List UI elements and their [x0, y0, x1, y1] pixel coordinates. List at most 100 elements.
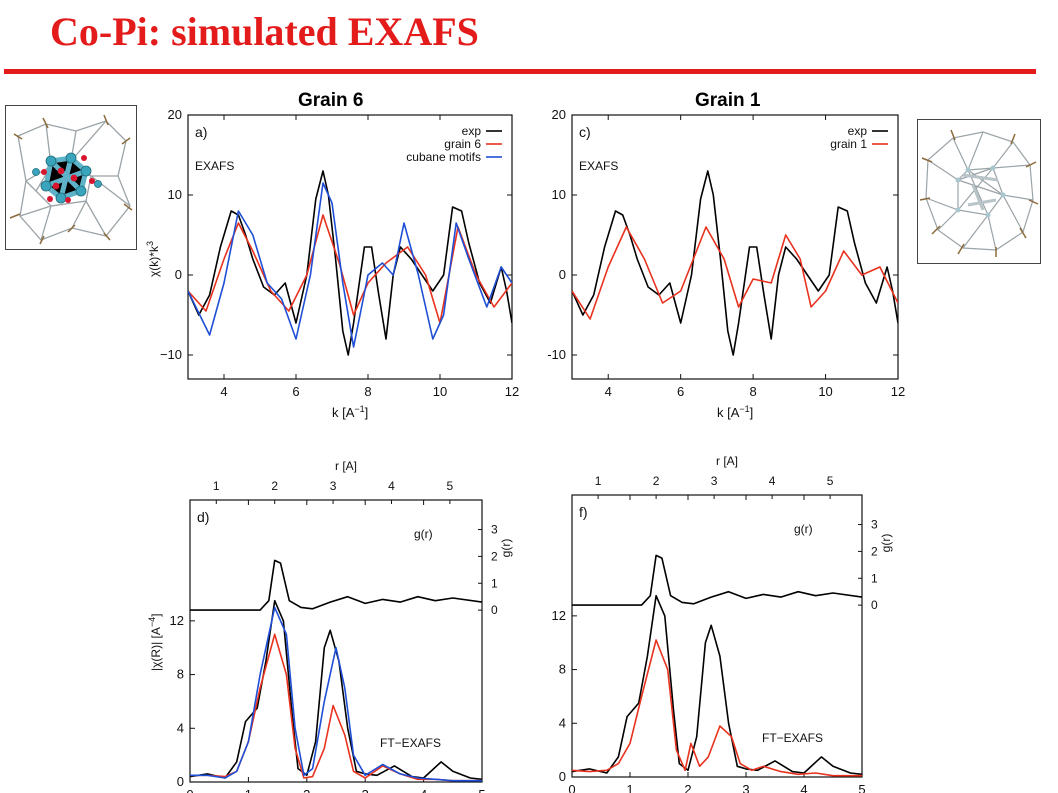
top-x-tick-label: 4 [388, 479, 395, 493]
x-tick-label: 1 [245, 787, 252, 793]
title-underline [4, 69, 1036, 74]
y-tick-label: 0 [177, 774, 184, 789]
series-line-cubane-motifs [190, 606, 482, 782]
panel-label: a) [195, 124, 207, 140]
y-tick-label: 0 [175, 267, 182, 282]
plot-frame [189, 499, 483, 783]
legend-label-grain-6: grain 6 [444, 137, 481, 151]
x-tick-label: 0 [186, 787, 193, 793]
series-line-grain-6 [190, 633, 482, 782]
right-y-axis-label: g(r) [879, 534, 893, 553]
top-x-tick-label: 4 [769, 474, 776, 488]
series-line-g-r [190, 559, 482, 611]
right-y-tick-label: 0 [871, 598, 878, 612]
y-tick-label: 10 [552, 187, 566, 202]
plot-frame [187, 114, 513, 380]
y-tick-label: 8 [177, 667, 184, 682]
right-y-tick-label: 1 [491, 576, 498, 590]
y-tick-label: 0 [559, 267, 566, 282]
top-x-tick-label: 5 [827, 474, 834, 488]
right-y-tick-label: 0 [491, 603, 498, 617]
series-line-grain-1 [572, 226, 898, 320]
slide-title: Co-Pi: simulated EXAFS [50, 9, 479, 54]
top-x-tick-label: 5 [447, 479, 454, 493]
y-tick-label: 20 [552, 107, 566, 122]
series-line-cubane-motifs [188, 182, 512, 348]
x-axis-label: k [A−1] [332, 404, 368, 420]
plot-frame [571, 494, 863, 778]
annotation-label: FT−EXAFS [762, 731, 823, 745]
gr-inset-label: g(r) [794, 522, 813, 536]
x-tick-label: 12 [505, 384, 519, 399]
annotation-label: EXAFS [195, 159, 234, 173]
right-y-tick-label: 2 [871, 544, 878, 558]
x-tick-label: 6 [677, 384, 684, 399]
top-x-axis-label: r [A] [716, 454, 738, 468]
x-tick-label: 5 [478, 787, 485, 793]
annotation-label: FT−EXAFS [380, 736, 441, 750]
grain-6-molecule-image [5, 105, 137, 250]
x-tick-label: 4 [800, 782, 807, 793]
top-x-tick-label: 3 [330, 479, 337, 493]
grain-1-molecule-image [917, 119, 1041, 264]
x-axis-label: k [A−1] [717, 404, 753, 420]
gr-inset-label: g(r) [414, 527, 433, 541]
x-tick-label: 8 [749, 384, 756, 399]
x-tick-label: 10 [433, 384, 447, 399]
x-tick-label: 3 [362, 787, 369, 793]
legend-label-grain-1: grain 1 [830, 137, 867, 151]
plot-frame [571, 114, 899, 380]
right-y-tick-label: 3 [871, 518, 878, 532]
top-x-tick-label: 1 [595, 474, 602, 488]
y-tick-label: −10 [160, 347, 182, 362]
y-tick-label: 8 [559, 662, 566, 677]
y-axis-label: |χ(R)| [A−4] [147, 614, 163, 671]
grain-1-label: Grain 1 [695, 90, 761, 111]
top-x-tick-label: 2 [653, 474, 660, 488]
y-tick-label: -10 [547, 347, 566, 362]
x-tick-label: 4 [420, 787, 427, 793]
top-x-tick-label: 3 [711, 474, 718, 488]
exafs-chart-grain-6: 4 6 8 10 12 −10 0 10 20 a) EXAFS k [A−1] χ(k)*k3 expg… [145, 107, 519, 420]
panel-label: d) [197, 509, 209, 525]
top-x-tick-label: 2 [271, 479, 278, 493]
right-y-tick-label: 1 [871, 571, 878, 585]
right-y-tick-label: 3 [491, 523, 498, 537]
panel-label: c) [579, 124, 591, 140]
x-tick-label: 4 [220, 384, 227, 399]
y-tick-label: 10 [168, 187, 182, 202]
y-tick-label: 0 [559, 769, 566, 784]
x-tick-label: 10 [818, 384, 832, 399]
right-y-axis-label: g(r) [499, 539, 513, 558]
legend-label-exp: exp [462, 124, 482, 138]
grain-1-molecule-drawing [919, 129, 1039, 257]
x-tick-label: 2 [684, 782, 691, 793]
panel-label: f) [579, 504, 588, 520]
top-x-tick-label: 1 [213, 479, 220, 493]
grain-6-label: Grain 6 [298, 90, 364, 111]
series-line-exp [572, 594, 862, 776]
annotation-label: EXAFS [579, 159, 618, 173]
x-tick-label: 4 [605, 384, 612, 399]
series-line-grain-6 [188, 214, 512, 324]
x-tick-label: 2 [303, 787, 310, 793]
y-tick-label: 4 [559, 715, 566, 730]
y-axis-label: χ(k)*k3 [145, 241, 161, 277]
series-line-exp [190, 599, 482, 781]
series-line-grain-1 [572, 639, 862, 777]
x-tick-label: 6 [292, 384, 299, 399]
y-tick-label: 4 [177, 720, 184, 735]
x-tick-label: 5 [858, 782, 865, 793]
series-line-exp [572, 170, 898, 356]
legend-label-exp: exp [848, 124, 868, 138]
y-tick-label: 12 [170, 613, 184, 628]
top-x-axis-label: r [A] [335, 459, 357, 473]
x-tick-label: 8 [364, 384, 371, 399]
x-tick-label: 0 [568, 782, 575, 793]
y-tick-label: 20 [168, 107, 182, 122]
series-line-g-r [572, 554, 862, 606]
legend-label-cubane-motifs: cubane motifs [406, 150, 481, 164]
